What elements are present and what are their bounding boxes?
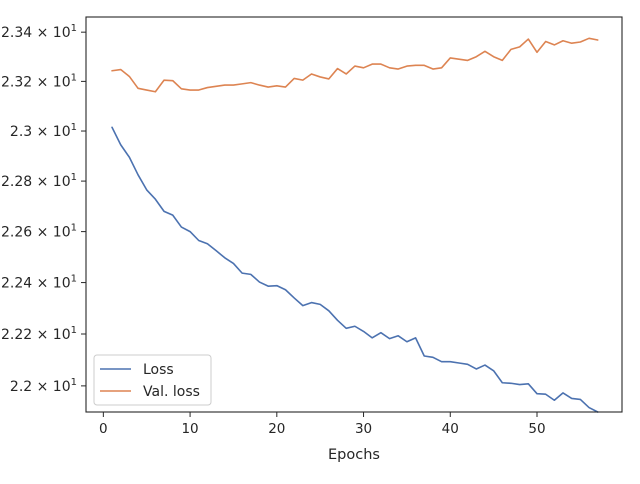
y-tick-label: 2.26 × 101 (1, 223, 77, 241)
legend: Loss Val. loss (93, 354, 212, 406)
y-tick-label: 2.24 × 101 (1, 274, 77, 292)
legend-label-loss: Loss (143, 362, 174, 378)
x-tick-label: 10 (181, 421, 198, 437)
y-tick-label: 2.32 × 101 (1, 72, 77, 90)
y-tick-label: 2.22 × 101 (1, 325, 77, 343)
y-axis: 2.2 × 101 2.22 × 101 2.24 × 101 2.26 × 101 2… (1, 23, 86, 395)
legend-label-val-loss: Val. loss (143, 384, 200, 400)
plot-background (86, 17, 622, 412)
x-tick-label: 50 (528, 421, 545, 437)
y-tick-label: 2.28 × 101 (1, 172, 77, 190)
x-axis: 0 10 20 30 40 50 (99, 412, 546, 437)
x-tick-label: 40 (442, 421, 459, 437)
x-axis-label: Epochs (328, 447, 380, 463)
series-layer (111, 37, 599, 413)
legend-box (93, 354, 212, 406)
series-line-1 (111, 37, 599, 93)
y-tick-label: 2.3 × 101 (10, 122, 77, 140)
x-tick-label: 30 (355, 421, 372, 437)
y-tick-label: 2.2 × 101 (10, 377, 77, 395)
x-tick-label: 20 (268, 421, 285, 437)
x-tick-label: 0 (99, 421, 108, 437)
series-line-0 (111, 126, 599, 413)
plot-frame (85, 16, 623, 413)
y-tick-label: 2.34 × 101 (1, 23, 77, 41)
